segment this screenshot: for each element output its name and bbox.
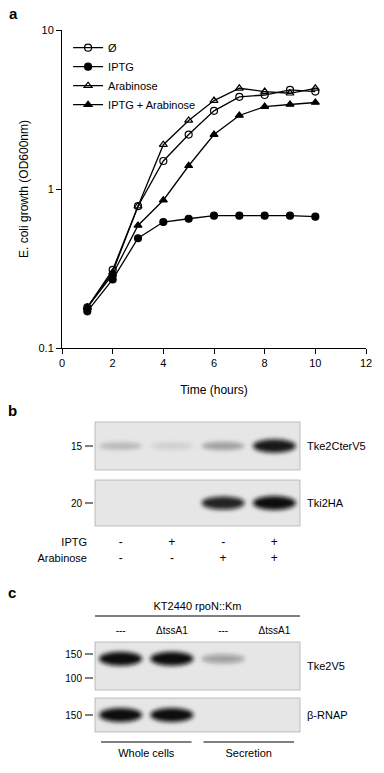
svg-text:Whole cells: Whole cells [118, 747, 175, 759]
svg-text:+: + [220, 551, 227, 565]
svg-text:100: 100 [65, 673, 82, 684]
svg-text:20: 20 [71, 498, 83, 509]
svg-text:-: - [170, 551, 174, 565]
svg-text:KT2440 rpoN::Km: KT2440 rpoN::Km [153, 600, 241, 612]
svg-text:ΔtssA1: ΔtssA1 [156, 625, 188, 636]
svg-text:---: --- [116, 625, 126, 636]
svg-text:10: 10 [309, 357, 321, 369]
svg-text:+: + [168, 535, 175, 549]
svg-text:150: 150 [65, 649, 82, 660]
svg-text:IPTG + Arabinose: IPTG + Arabinose [108, 99, 195, 111]
svg-text:E. coli growth (OD600nm): E. coli growth (OD600nm) [17, 120, 31, 258]
svg-text:IPTG: IPTG [108, 61, 134, 73]
svg-text:2: 2 [110, 357, 116, 369]
svg-text:4: 4 [160, 357, 166, 369]
svg-text:-: - [221, 535, 225, 549]
svg-text:Tke2CterV5: Tke2CterV5 [307, 440, 366, 452]
svg-text:a: a [9, 5, 18, 22]
svg-text:Tke2V5: Tke2V5 [307, 660, 345, 672]
svg-text:+: + [271, 551, 278, 565]
svg-text:Arabinose: Arabinose [108, 80, 158, 92]
svg-text:b: b [8, 402, 17, 419]
svg-text:15: 15 [71, 441, 83, 452]
svg-text:IPTG: IPTG [61, 536, 87, 548]
svg-text:-: - [119, 551, 123, 565]
svg-text:6: 6 [211, 357, 217, 369]
svg-text:Time (hours): Time (hours) [180, 383, 248, 397]
svg-text:12: 12 [360, 357, 372, 369]
svg-text:Tki2HA: Tki2HA [307, 497, 344, 509]
svg-text:150: 150 [65, 710, 82, 721]
svg-text:0.1: 0.1 [39, 342, 54, 354]
svg-text:0: 0 [59, 357, 65, 369]
svg-text:+: + [271, 535, 278, 549]
svg-text:8: 8 [262, 357, 268, 369]
svg-text:Ø: Ø [108, 42, 117, 54]
svg-text:Arabinose: Arabinose [37, 552, 87, 564]
svg-text:-: - [119, 535, 123, 549]
svg-text:ΔtssA1: ΔtssA1 [259, 625, 291, 636]
svg-text:c: c [8, 584, 16, 601]
svg-text:---: --- [218, 625, 228, 636]
svg-text:1: 1 [48, 183, 54, 195]
svg-text:Secretion: Secretion [226, 747, 272, 759]
svg-text:10: 10 [42, 24, 54, 36]
svg-text:β-RNAP: β-RNAP [307, 709, 348, 721]
